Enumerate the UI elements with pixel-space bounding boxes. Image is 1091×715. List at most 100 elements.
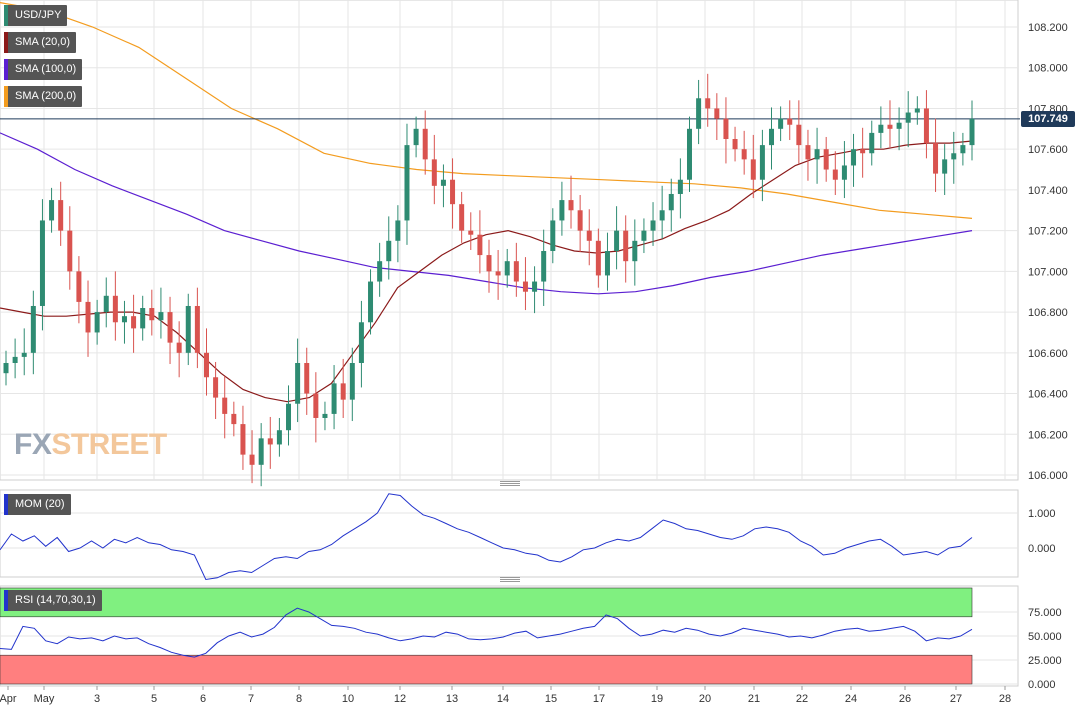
rsi-tick-label: 50.000: [1028, 631, 1062, 643]
sma100-line: [0, 132, 973, 295]
mom-tag[interactable]: MOM (20): [4, 494, 71, 515]
date-tick-label: 3: [94, 693, 100, 705]
candle-bull: [121, 316, 127, 323]
candle-bull: [276, 430, 282, 445]
candle-bull: [331, 383, 337, 414]
candle-bear: [933, 143, 939, 174]
candle-bull: [532, 281, 538, 292]
fxstreet-logo: FXSTREET: [14, 428, 167, 462]
symbol-tag[interactable]: USD/JPY: [4, 5, 68, 26]
symbol-label: USD/JPY: [15, 9, 62, 21]
date-tick-label: 17: [593, 693, 605, 705]
candle-bear: [577, 210, 583, 231]
candle-bull: [440, 179, 446, 186]
candle-bear: [58, 200, 64, 231]
sma20-line: [0, 140, 973, 403]
date-tick-label: May: [34, 693, 55, 705]
candle-bear: [595, 240, 601, 276]
date-tick-label: 24: [845, 693, 857, 705]
candle-bear: [304, 363, 310, 394]
candle-bear: [85, 301, 91, 333]
date-tick-label: 26: [899, 693, 911, 705]
candle-bull: [942, 159, 948, 174]
price-tick-label: 106.600: [1028, 348, 1068, 360]
candle-bull: [3, 363, 9, 374]
date-tick-label: 12: [394, 693, 406, 705]
sma200-label: SMA (200,0): [15, 90, 77, 102]
candle-bear: [568, 200, 574, 211]
price-tick-label: 107.000: [1028, 266, 1068, 278]
date-tick-label: 10: [342, 693, 354, 705]
price-tick-label: 107.400: [1028, 185, 1068, 197]
date-tick-label: 28: [999, 693, 1011, 705]
sma200-line: [0, 2, 973, 219]
price-tick-label: 107.600: [1028, 144, 1068, 156]
price-tick-label: 106.000: [1028, 470, 1068, 482]
candle-bull: [386, 240, 392, 262]
date-tick-label: 13: [446, 693, 458, 705]
candle-bull: [641, 230, 647, 241]
candle-bear: [176, 342, 182, 353]
bull-swatch: [4, 5, 8, 26]
price-tick-label: 107.200: [1028, 226, 1068, 238]
price-tick-label: 106.200: [1028, 429, 1068, 441]
panel-splitter-1[interactable]: [500, 481, 520, 487]
candle-bull: [413, 128, 419, 146]
rsi-tick-label: 0.000: [1028, 679, 1056, 691]
candle-bear: [340, 383, 346, 400]
sma20-tag[interactable]: SMA (20,0): [4, 32, 77, 53]
candle-bear: [422, 128, 428, 160]
candle-bear: [313, 393, 319, 418]
candle-bull: [286, 403, 292, 431]
candle-bull: [696, 98, 702, 129]
date-tick-label: 14: [497, 693, 509, 705]
candle-bear: [240, 424, 246, 455]
candle-bull: [140, 308, 146, 329]
price-tick-label: 106.800: [1028, 307, 1068, 319]
mom-label: MOM (20): [15, 498, 65, 510]
candle-bear: [750, 159, 756, 180]
logo-part2: STREET: [51, 428, 167, 461]
candle-bear: [513, 261, 519, 282]
rsi-label: RSI (14,70,30,1): [15, 594, 96, 606]
candle-bear: [805, 145, 811, 160]
sma100-label: SMA (100,0): [15, 63, 77, 75]
sma100-tag[interactable]: SMA (100,0): [4, 59, 83, 80]
candle-bull: [349, 363, 355, 400]
date-tick-label: 15: [545, 693, 557, 705]
sma200-tag[interactable]: SMA (200,0): [4, 86, 83, 107]
candle-bear: [495, 271, 501, 276]
candle-bull: [632, 240, 638, 262]
candle-bull: [960, 145, 966, 154]
candle-bear: [477, 234, 483, 256]
candle-bull: [185, 305, 191, 353]
candle-bull: [841, 165, 847, 180]
price-tick-label: 108.000: [1028, 63, 1068, 75]
candle-bear: [222, 397, 228, 414]
candle-bear: [887, 124, 893, 129]
date-tick-label: 6: [200, 693, 206, 705]
candle-bull: [49, 200, 55, 221]
candle-bear: [787, 118, 793, 125]
candle-bear: [450, 179, 456, 205]
date-tick-label: 7: [248, 693, 254, 705]
candle-bull: [395, 220, 401, 241]
candle-bear: [468, 230, 474, 235]
candle-bear: [923, 108, 929, 144]
candle-bull: [368, 281, 374, 323]
candle-bull: [951, 153, 957, 160]
panel-splitter-2[interactable]: [500, 577, 520, 583]
candle-bear: [705, 98, 711, 109]
mom-tick-label: 1.000: [1028, 508, 1056, 520]
candle-bear: [213, 377, 219, 398]
candle-bear: [586, 230, 592, 241]
date-tick-label: 8: [296, 693, 302, 705]
rsi-tag[interactable]: RSI (14,70,30,1): [4, 590, 102, 611]
candle-bear: [522, 281, 528, 292]
candle-bear: [131, 316, 137, 329]
candle-bull: [914, 108, 920, 113]
mom-swatch: [4, 494, 8, 515]
candle-bull: [759, 145, 765, 180]
